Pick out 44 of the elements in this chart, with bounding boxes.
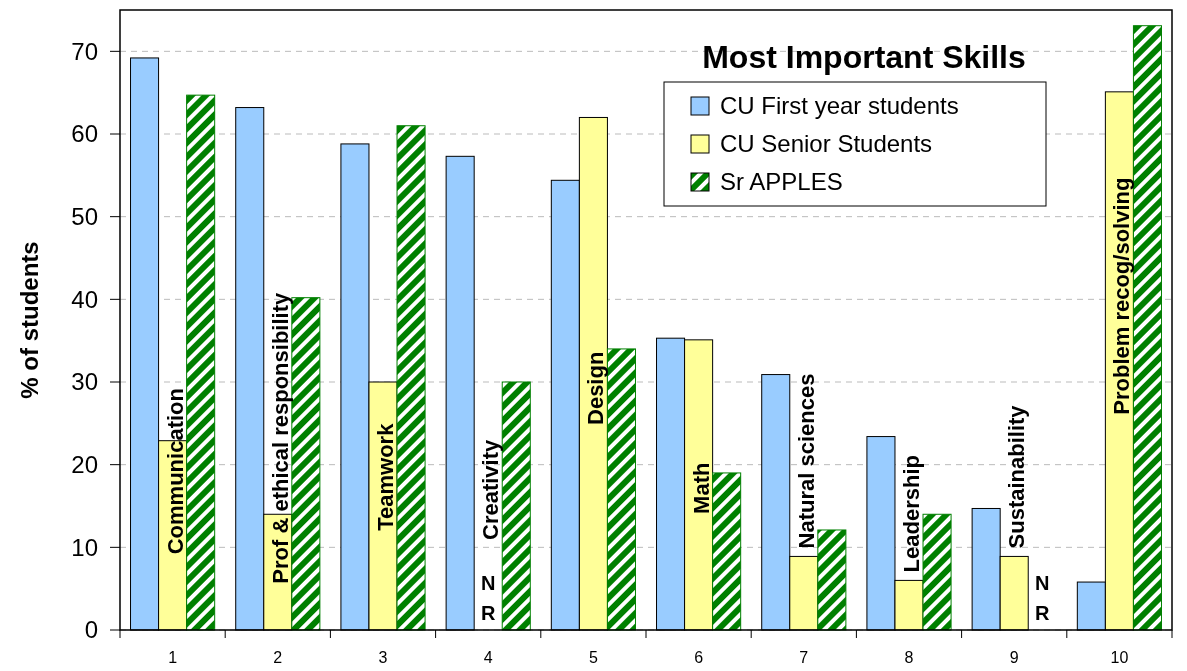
- x-tick-label: 5: [588, 649, 598, 666]
- bar: [501, 381, 531, 631]
- y-tick-label: 70: [71, 37, 98, 65]
- annotation: Problem recog/solving: [1109, 177, 1135, 415]
- text: N R: [1035, 572, 1050, 624]
- y-tick-label: 0: [84, 616, 98, 644]
- annotation: Design: [583, 351, 609, 425]
- y-tick-label: 30: [71, 368, 98, 396]
- annotation: Teamwork: [373, 422, 398, 531]
- annotation: Natural sciences: [793, 373, 819, 549]
- y-axis-title: % of students: [16, 241, 43, 399]
- x-tick-label: 9: [1009, 649, 1019, 666]
- bar: [606, 348, 636, 631]
- annotation: Prof & ethical responsibility: [267, 291, 293, 584]
- legend-label: CU Senior Students: [720, 130, 933, 158]
- bar: [1132, 25, 1162, 631]
- x-tick-label: 2: [273, 649, 283, 666]
- annotation: Creativity: [478, 438, 504, 540]
- bar: [712, 472, 742, 631]
- y-tick-label: 20: [71, 451, 98, 479]
- annotation: Math: [688, 462, 714, 514]
- annotation: Sustainability: [1004, 404, 1030, 549]
- y-tick-label: 40: [71, 285, 98, 313]
- text: N R: [480, 572, 496, 624]
- bar: [186, 94, 216, 631]
- legend-label: Sr APPLES: [720, 168, 843, 196]
- y-tick-label: 50: [71, 203, 98, 231]
- legend-label: CU First year students: [720, 92, 959, 120]
- annotation: Communication: [162, 388, 188, 555]
- x-tick-label: 3: [378, 649, 388, 666]
- x-tick-label: 6: [694, 649, 704, 666]
- x-tick-label: 10: [1110, 649, 1129, 666]
- bar: [291, 297, 321, 631]
- legend-title: Most Important Skills: [702, 39, 1026, 75]
- bar: [922, 513, 952, 631]
- x-tick-label: 8: [904, 649, 914, 666]
- bar: [817, 529, 847, 631]
- x-tick-label: 7: [799, 649, 809, 666]
- y-tick-label: 60: [71, 120, 98, 148]
- bar: [396, 125, 426, 631]
- annotation: Leadership: [899, 455, 924, 573]
- x-tick-label: 1: [168, 649, 178, 666]
- y-tick-label: 10: [71, 533, 98, 561]
- x-tick-label: 4: [483, 649, 493, 666]
